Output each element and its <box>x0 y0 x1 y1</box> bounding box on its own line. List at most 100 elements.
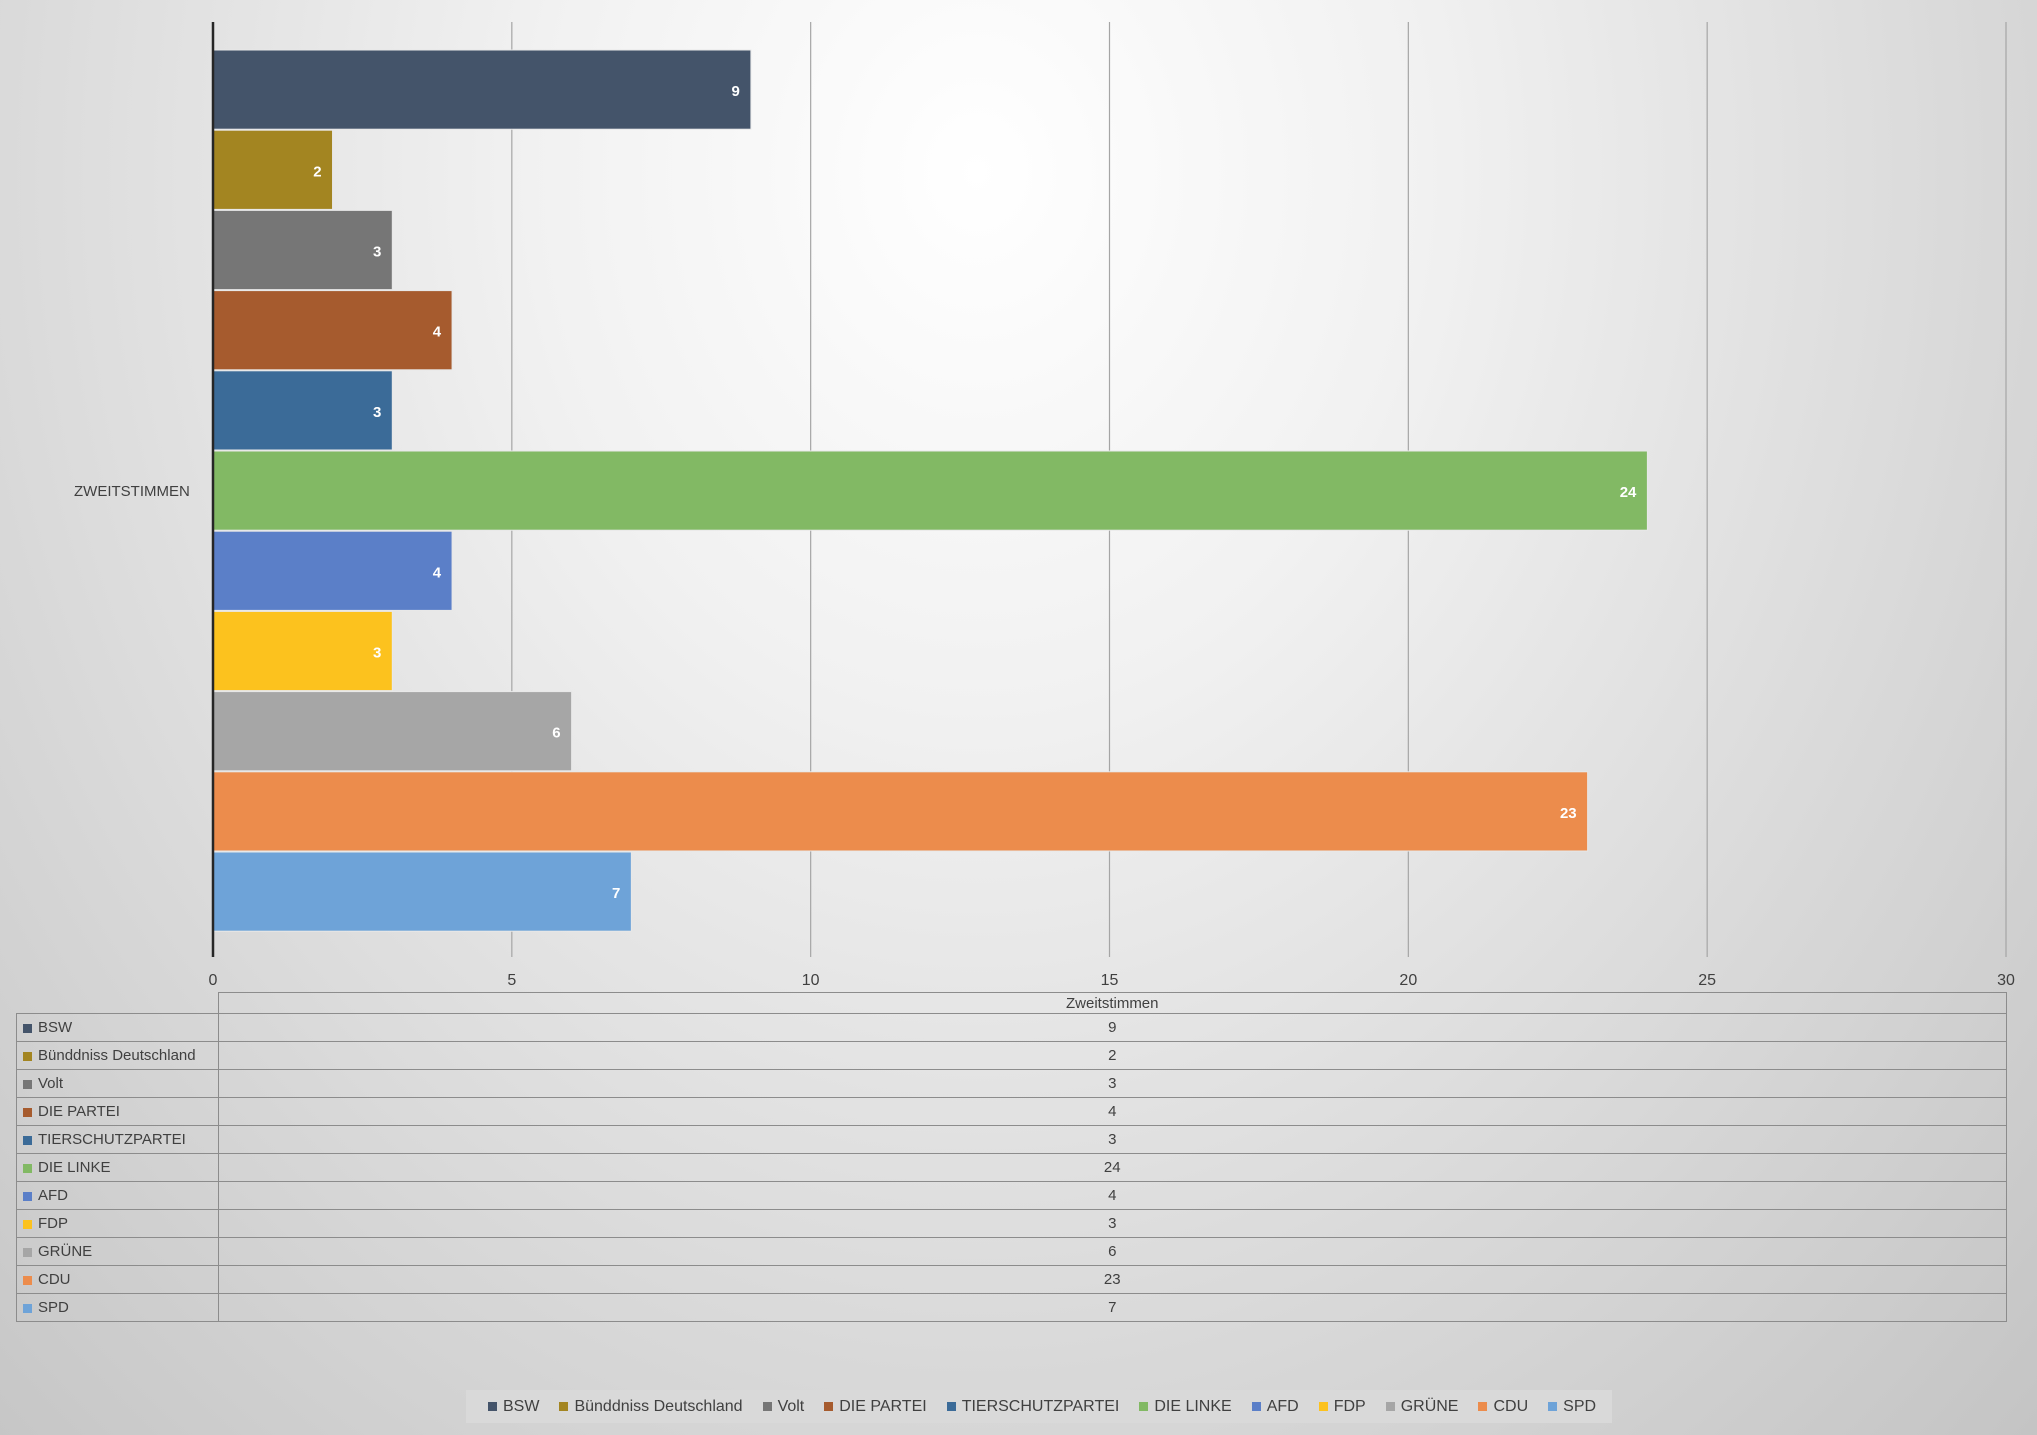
bar <box>212 370 393 451</box>
legend-key-swatch <box>23 1051 32 1061</box>
legend-key-swatch <box>23 1247 32 1257</box>
table-value: 2 <box>217 1041 2007 1070</box>
data-label: 3 <box>373 645 381 662</box>
data-label: 24 <box>1620 484 1637 501</box>
legend-label: BSW <box>503 1397 540 1415</box>
table-value: 3 <box>217 1209 2007 1238</box>
data-label: 6 <box>552 725 560 742</box>
table-series-name: Bünddniss Deutschland <box>16 1041 219 1070</box>
table-series-name: AFD <box>16 1181 219 1210</box>
legend-swatch <box>559 1402 569 1411</box>
axes: 0 5 10 15 20 25 30 ZWEITSTIMMEN <box>74 22 2015 989</box>
legend-label: GRÜNE <box>1400 1397 1459 1415</box>
legend-item: Volt <box>762 1397 805 1416</box>
legend-swatch <box>1385 1402 1395 1411</box>
table-value: 3 <box>217 1125 2007 1154</box>
legend-key-swatch <box>23 1275 32 1285</box>
x-tick-label: 0 <box>209 972 218 989</box>
x-tick-label: 15 <box>1101 972 1119 989</box>
legend-swatch <box>1478 1402 1488 1411</box>
legend-swatch <box>946 1402 956 1411</box>
bar <box>212 851 632 932</box>
legend-item: DIE PARTEI <box>824 1397 927 1416</box>
table-row: AFD 4 <box>16 1181 2007 1210</box>
legend-item: Bünddniss Deutschland <box>559 1397 743 1416</box>
legend-item: SPD <box>1548 1398 1596 1416</box>
table-header-row: Zweitstimmen <box>17 992 2007 1014</box>
legend-swatch <box>1251 1402 1261 1411</box>
legend-swatch <box>488 1402 497 1411</box>
table-value: 9 <box>217 1013 2007 1042</box>
data-label: 3 <box>373 244 381 261</box>
bar <box>212 450 1648 531</box>
legend-label: FDP <box>1333 1397 1366 1415</box>
bar <box>212 129 334 210</box>
x-tick-label: 30 <box>1997 972 2015 989</box>
legend-label: DIE LINKE <box>1154 1397 1232 1415</box>
data-label: 4 <box>433 324 442 341</box>
legend-swatch <box>762 1402 772 1411</box>
legend-label: AFD <box>1266 1397 1299 1415</box>
legend-label: DIE PARTEI <box>839 1397 927 1415</box>
legend-swatch <box>824 1402 834 1411</box>
legend-swatch <box>1139 1402 1149 1411</box>
bar <box>212 209 393 291</box>
data-label: 23 <box>1560 805 1577 822</box>
bar <box>212 610 393 692</box>
table-row: DIE LINKE 24 <box>16 1153 2007 1182</box>
legend-key-swatch <box>23 1219 32 1229</box>
table-row: BSW 9 <box>16 1013 2007 1042</box>
x-tick-label: 10 <box>802 972 820 989</box>
legend-key-swatch <box>23 1191 32 1201</box>
table-value: 4 <box>217 1181 2007 1210</box>
table-value: 3 <box>217 1069 2007 1098</box>
legend-label: Volt <box>777 1397 805 1415</box>
legend-swatch <box>1318 1402 1328 1411</box>
table-series-name: TIERSCHUTZPARTEI <box>16 1125 219 1154</box>
bar <box>212 771 1589 852</box>
bar <box>212 290 453 371</box>
x-tick-label: 25 <box>1698 972 1716 989</box>
legend-key-swatch <box>23 1107 32 1117</box>
legend-item: AFD <box>1251 1397 1299 1416</box>
table-series-name: SPD <box>16 1293 219 1322</box>
table-header: Zweitstimmen <box>217 992 2007 1014</box>
bar <box>212 49 752 130</box>
legend-item: DIE LINKE <box>1139 1397 1232 1416</box>
data-label: 4 <box>433 564 442 581</box>
legend-item: GRÜNE <box>1385 1397 1459 1416</box>
x-tick-label: 20 <box>1399 972 1417 989</box>
bar <box>212 691 573 772</box>
table-series-name: FDP <box>16 1209 219 1238</box>
category-label: ZWEITSTIMMEN <box>74 483 190 500</box>
legend-item: CDU <box>1478 1398 1528 1416</box>
table-value: 24 <box>217 1153 2007 1182</box>
legend-swatch <box>1548 1402 1558 1411</box>
legend-item: FDP <box>1318 1397 1366 1416</box>
table-row: SPD 7 <box>16 1293 2007 1322</box>
legend-label: SPD <box>1563 1397 1597 1415</box>
table-series-name: DIE LINKE <box>16 1153 219 1182</box>
table-row: GRÜNE 6 <box>16 1237 2007 1266</box>
table-row: Bünddniss Deutschland 2 <box>16 1041 2007 1070</box>
table-row: Volt 3 <box>16 1069 2007 1098</box>
legend-item: BSW <box>488 1398 539 1416</box>
legend-item: TIERSCHUTZPARTEI <box>946 1397 1120 1416</box>
legend-label: TIERSCHUTZPARTEI <box>961 1397 1120 1415</box>
legend-key-swatch <box>23 1135 32 1145</box>
data-label: 3 <box>373 404 381 421</box>
x-tick-label: 5 <box>507 972 516 989</box>
table-row: DIE PARTEI 4 <box>16 1097 2007 1126</box>
legend-label: Bünddniss Deutschland <box>574 1397 743 1415</box>
legend-key-swatch <box>23 1163 32 1173</box>
data-table: Zweitstimmen BSW 9 Bünddniss Deutschland 2 Vo… <box>16 992 2007 1322</box>
legend-key-swatch <box>23 1079 32 1089</box>
legend-label: CDU <box>1493 1397 1529 1415</box>
table-row: CDU 23 <box>16 1265 2007 1294</box>
table-row: TIERSCHUTZPARTEI 3 <box>16 1125 2007 1154</box>
table-header-blank <box>17 993 219 1014</box>
table-value: 4 <box>217 1097 2007 1126</box>
table-series-name: BSW <box>16 1013 219 1042</box>
legend-key-swatch <box>23 1023 32 1033</box>
